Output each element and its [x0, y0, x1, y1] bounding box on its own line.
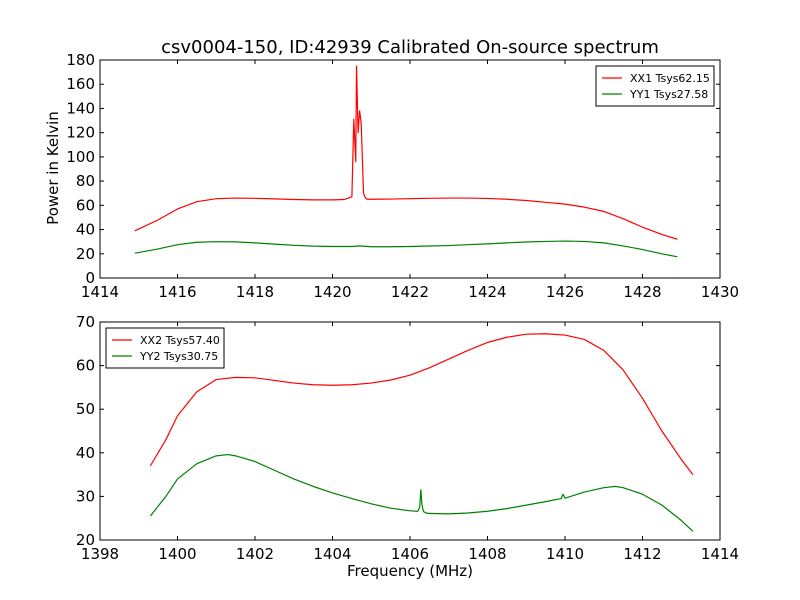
top-y-tick-label: 60 — [76, 196, 95, 214]
x-axis-label: Frequency (MHz) — [347, 562, 473, 580]
top-legend-label: XX1 Tsys62.15 — [630, 72, 710, 85]
bottom-y-tick-label: 20 — [76, 531, 95, 549]
bottom-x-tick-label: 1402 — [236, 545, 274, 563]
top-x-tick-label: 1430 — [701, 283, 739, 301]
top-y-tick-label: 140 — [66, 99, 95, 117]
bottom-y-tick-label: 70 — [76, 313, 95, 331]
top-x-tick-label: 1414 — [81, 283, 119, 301]
top-y-tick-label: 100 — [66, 148, 95, 166]
bottom-x-tick-label: 1398 — [81, 545, 119, 563]
bottom-y-tick-label: 50 — [76, 400, 95, 418]
bottom-legend: XX2 Tsys57.40 YY2 Tsys30.75 — [105, 327, 225, 369]
bottom-y-tick-label: 30 — [76, 487, 95, 505]
top-x-tick-label: 1418 — [236, 283, 274, 301]
top-legend: XX1 Tsys62.15 YY1 Tsys27.58 — [595, 65, 715, 107]
bottom-x-tick-label: 1414 — [701, 545, 739, 563]
top-y-tick-label: 20 — [76, 245, 95, 263]
top-x-tick-label: 1426 — [546, 283, 584, 301]
bottom-x-tick-label: 1406 — [391, 545, 429, 563]
figure-title: csv0004-150, ID:42939 Calibrated On-sour… — [161, 37, 659, 58]
bottom-legend-label: XX2 Tsys57.40 — [140, 334, 220, 347]
top-y-tick-label: 80 — [76, 172, 95, 190]
top-x-tick-label: 1422 — [391, 283, 429, 301]
top-y-tick-label: 160 — [66, 75, 95, 93]
top-x-tick-label: 1424 — [468, 283, 506, 301]
bottom-legend-box — [105, 327, 225, 369]
top-legend-box — [595, 65, 715, 107]
bottom-series-line-2 — [149, 453, 694, 532]
bottom-x-tick-label: 1408 — [468, 545, 506, 563]
bottom-x-tick-label: 1410 — [546, 545, 584, 563]
top-panel: 1414 1416 1418 1420 1422 1424 1426 1428 1430 0 20 4… — [66, 51, 739, 301]
bottom-x-tick-label: 1404 — [313, 545, 351, 563]
top-x-tick-label: 1420 — [313, 283, 351, 301]
bottom-panel: 1398 1400 1402 1404 1406 1408 1410 1412 1414 20 30… — [76, 313, 739, 563]
bottom-x-tick-label: 1412 — [623, 545, 661, 563]
top-y-tick-label: 40 — [76, 221, 95, 239]
top-x-tick-label: 1428 — [623, 283, 661, 301]
bottom-x-tick-label: 1400 — [158, 545, 196, 563]
top-series-line-1 — [134, 65, 678, 240]
bottom-series-line-1 — [149, 333, 694, 475]
bottom-y-tick-label: 40 — [76, 444, 95, 462]
top-y-tick-label: 120 — [66, 124, 95, 142]
bottom-y-tick-label: 60 — [76, 357, 95, 375]
top-y-tick-label: 180 — [66, 51, 95, 69]
bottom-legend-label: YY2 Tsys30.75 — [139, 350, 218, 363]
top-series-line-2 — [134, 240, 678, 258]
top-legend-label: YY1 Tsys27.58 — [629, 88, 708, 101]
y-axis-label: Power in Kelvin — [44, 111, 62, 225]
top-y-tick-label: 0 — [85, 269, 95, 287]
top-x-tick-label: 1416 — [158, 283, 196, 301]
